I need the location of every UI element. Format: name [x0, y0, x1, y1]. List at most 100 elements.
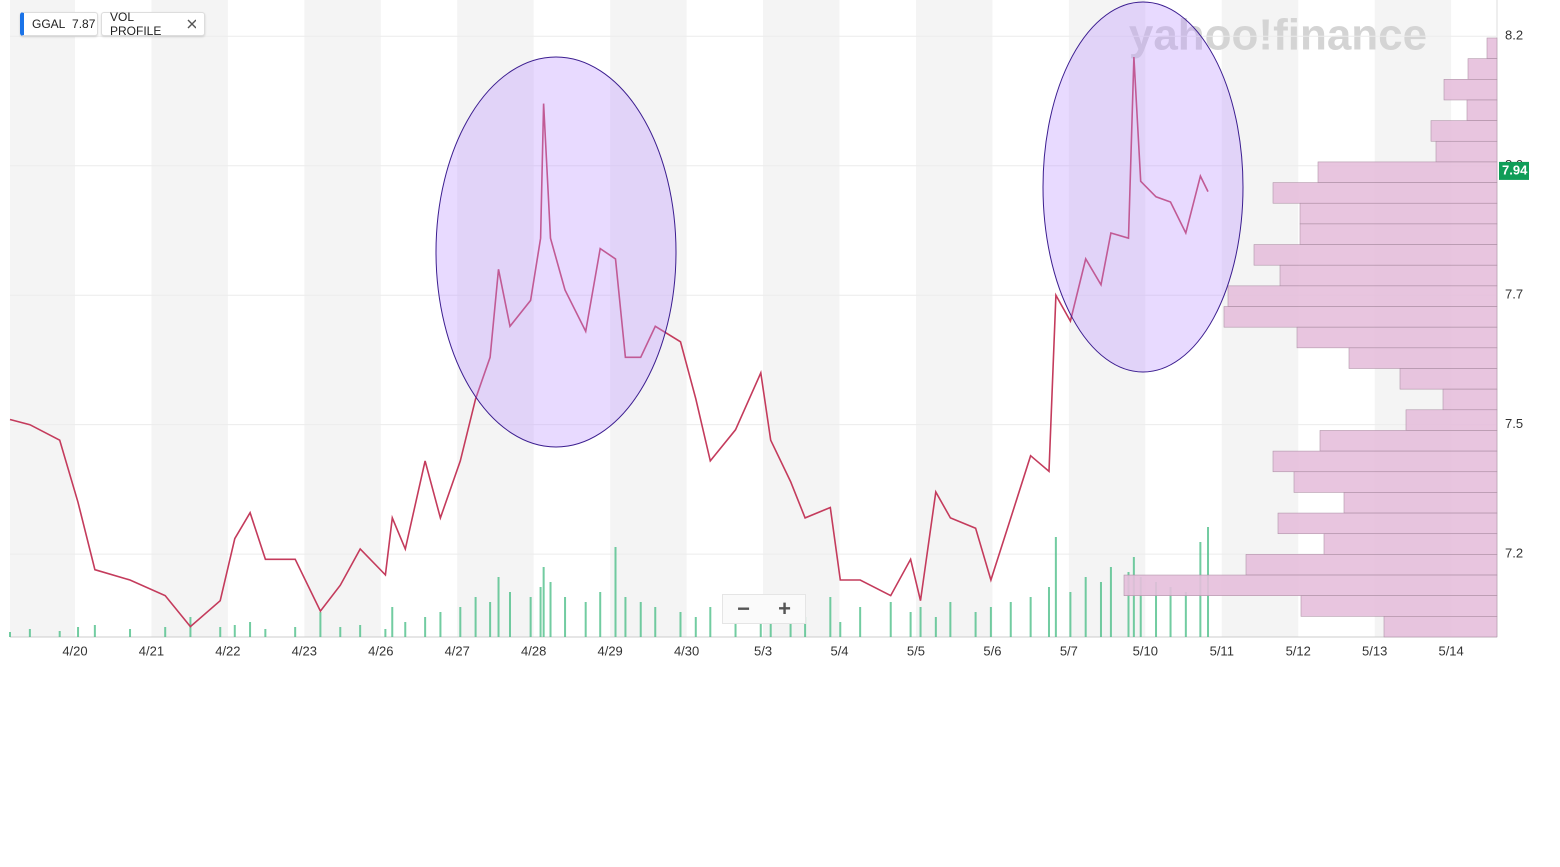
volume-profile-bar: [1272, 450, 1498, 473]
volume-profile-bar: [1296, 326, 1498, 349]
y-tick-label: 7.5: [1505, 416, 1523, 431]
volume-bar: [919, 607, 922, 637]
volume-profile-bar: [1383, 616, 1498, 638]
volume-bar: [889, 602, 892, 637]
volume-profile-bar: [1317, 161, 1498, 183]
highlight-ellipse: [435, 56, 677, 448]
volume-bar: [974, 612, 977, 637]
volume-profile-bar: [1405, 409, 1498, 431]
x-tick-label: 5/14: [1438, 643, 1463, 658]
volume-bar: [564, 597, 567, 637]
zoom-out[interactable]: −: [737, 596, 750, 621]
volume-profile-bar: [1223, 306, 1498, 328]
volume-bar: [474, 597, 477, 637]
volume-bar: [1169, 587, 1172, 637]
volume-profile-bar: [1348, 347, 1498, 369]
volume-bar: [508, 592, 511, 637]
volume-profile-bar: [1430, 120, 1498, 142]
x-tick-label: 4/21: [139, 643, 164, 658]
volume-profile-bar: [1299, 202, 1498, 225]
volume-bar: [679, 612, 682, 637]
volume-bar: [459, 607, 462, 637]
symbol-chip[interactable]: GGAL 7.87: [20, 12, 98, 36]
x-tick-label: 5/10: [1133, 643, 1158, 658]
volume-bar: [9, 632, 11, 637]
volume-bar: [759, 617, 762, 637]
volume-bar: [989, 607, 992, 637]
volume-bar: [359, 625, 362, 637]
volume-profile-bar: [1279, 264, 1498, 287]
volume-bar: [339, 627, 342, 637]
volume-bar: [439, 612, 442, 637]
y-tick-label: 7.2: [1505, 546, 1523, 561]
volume-bar: [949, 602, 952, 637]
volume-bar: [804, 617, 807, 637]
volume-profile-bar: [1323, 533, 1498, 555]
zoom-in[interactable]: +: [778, 596, 791, 621]
volume-profile-bar: [1399, 368, 1498, 390]
volume-profile-bar: [1343, 492, 1498, 514]
volume-bar: [1069, 592, 1072, 637]
study-chip[interactable]: VOL PROFILE: [101, 10, 205, 38]
x-tick-label: 5/4: [830, 643, 848, 658]
day-stripe: [151, 0, 228, 637]
volume-bar: [1109, 567, 1112, 637]
x-tick-label: 4/26: [368, 643, 393, 658]
close-icon[interactable]: [187, 19, 196, 29]
volume-bar: [934, 617, 937, 637]
y-tick-label: 8.2: [1505, 28, 1523, 43]
day-stripe: [10, 0, 75, 637]
x-tick-label: 4/22: [215, 643, 240, 658]
x-tick-label: 4/23: [292, 643, 317, 658]
volume-bar: [639, 602, 642, 637]
x-tick-label: 4/28: [521, 643, 546, 658]
volume-bar: [319, 612, 322, 637]
volume-bar: [859, 607, 862, 637]
volume-bar: [539, 587, 542, 637]
volume-bar: [1155, 582, 1158, 637]
x-tick-label: 4/27: [445, 643, 470, 658]
volume-bar: [264, 629, 267, 637]
volume-bar: [164, 627, 167, 637]
volume-profile-bar: [1486, 37, 1498, 59]
volume-bar: [489, 602, 492, 637]
study: VOL PROFILE: [110, 10, 162, 38]
volume-profile-bar: [1253, 244, 1498, 266]
volume-profile-bar: [1443, 79, 1498, 101]
volume-bar: [1054, 537, 1057, 637]
volume-profile-bar: [1293, 471, 1498, 493]
volume-bar: [599, 592, 602, 637]
day-stripe: [610, 0, 687, 637]
price-line: [9, 56, 1209, 628]
volume-bar: [249, 622, 252, 637]
background: [10, 0, 1523, 663]
volume-bar: [384, 629, 387, 637]
day-stripe: [763, 0, 840, 637]
volume-bar: [58, 631, 61, 637]
volume-profile-bar: [1442, 388, 1498, 411]
volume-bar: [391, 607, 394, 637]
x-tick-label: 4/29: [597, 643, 622, 658]
x-tick-label: 5/5: [907, 643, 925, 658]
volume-profile-bar: [1123, 574, 1498, 596]
volume-bar: [654, 607, 657, 637]
volume-bar: [909, 612, 912, 637]
volume-bar: [77, 627, 80, 637]
day-stripe: [457, 0, 534, 637]
x-tick-label: 5/12: [1286, 643, 1311, 658]
volume-bar: [709, 607, 712, 637]
x-tick-label: 4/30: [674, 643, 699, 658]
volume-bar: [549, 582, 552, 637]
volume-bar: [233, 625, 236, 637]
volume-bar: [829, 597, 832, 637]
zoom-control: − +: [722, 594, 806, 624]
volume-bar: [1009, 602, 1012, 637]
volume-bar: [93, 625, 96, 637]
volume-bar: [497, 577, 500, 637]
volume-profile-bar: [1300, 595, 1498, 617]
highlight-ellipse: [1042, 1, 1244, 373]
volume-bar: [624, 597, 627, 637]
symbol-price: 7.87: [72, 17, 96, 31]
volume-bar: [529, 597, 532, 637]
volume-profile-bar: [1435, 140, 1498, 163]
